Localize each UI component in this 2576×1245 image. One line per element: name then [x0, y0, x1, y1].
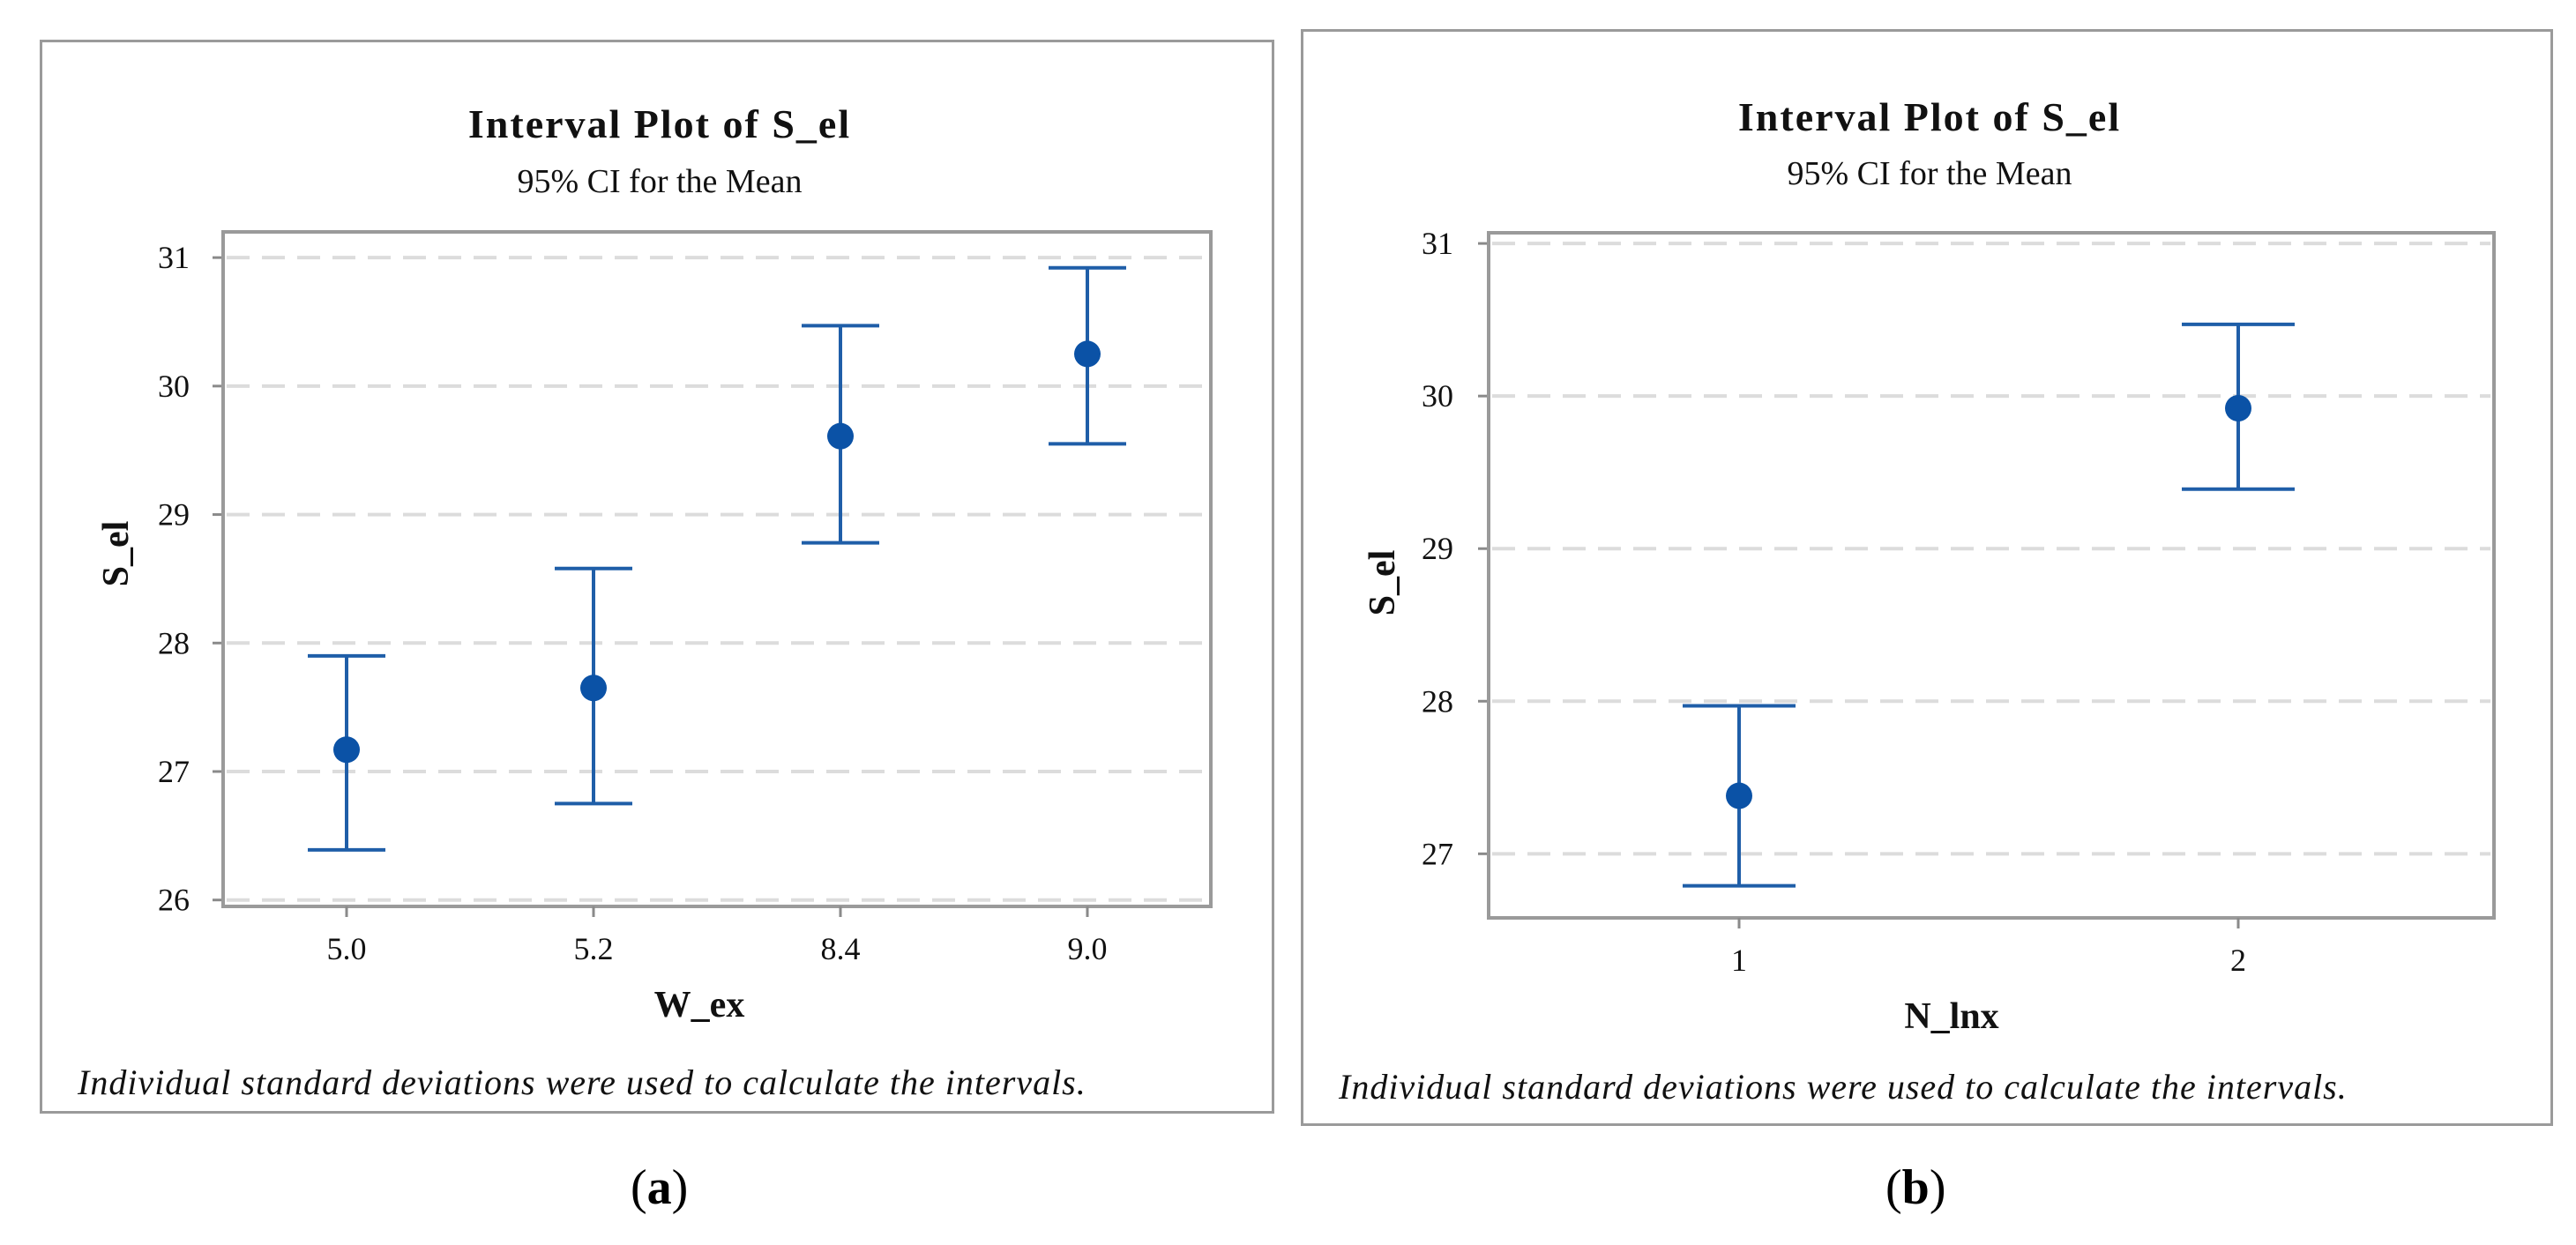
x-tick-label: 5.0: [327, 931, 367, 966]
chart-b-svg: Interval Plot of S_el 95% CI for the Mea…: [1338, 94, 2496, 1107]
interval-plot-a: Interval Plot of S_el 95% CI for the Mea…: [40, 40, 1274, 1114]
y-tick-label: 26: [158, 883, 190, 918]
chart-subtitle: 95% CI for the Mean: [1788, 155, 2072, 192]
plot-frame: [1487, 231, 2496, 920]
panel-label-b: (b): [1885, 1160, 1946, 1215]
x-tick-label: 8.4: [821, 931, 861, 966]
chart-subtitle: 95% CI for the Mean: [518, 163, 803, 200]
x-tick-label: 1: [1731, 943, 1747, 978]
chart-a-svg: Interval Plot of S_el 95% CI for the Mea…: [77, 101, 1213, 1102]
y-tick-label: 27: [1422, 836, 1453, 871]
mean-point: [1726, 782, 1752, 809]
y-axis-label: S_el: [96, 521, 137, 587]
footnote: Individual standard deviations were used…: [1338, 1067, 2348, 1107]
y-tick-label: 31: [1422, 226, 1453, 261]
y-tick-label: 29: [1422, 531, 1453, 566]
footnote: Individual standard deviations were used…: [77, 1062, 1086, 1102]
x-tick-label: 2: [2230, 943, 2246, 978]
y-tick-label: 30: [158, 369, 190, 404]
mean-point: [2225, 395, 2251, 422]
x-axis-label: W_ex: [654, 985, 745, 1025]
y-tick-label: 30: [1422, 378, 1453, 414]
mean-point: [333, 736, 360, 764]
x-axis-label: N_lnx: [1904, 996, 1998, 1037]
y-tick-label: 31: [158, 240, 190, 275]
chart-title: Interval Plot of S_el: [1738, 94, 2121, 139]
y-tick-label: 28: [158, 625, 190, 660]
y-tick-label: 28: [1422, 683, 1453, 719]
chart-title: Interval Plot of S_el: [468, 101, 851, 146]
plot-frame: [221, 230, 1213, 908]
y-axis-label: S_el: [1363, 550, 1403, 616]
y-tick-label: 27: [158, 754, 190, 789]
x-tick-label: 9.0: [1068, 931, 1108, 966]
panel-label-a: (a): [631, 1160, 689, 1215]
mean-point: [1074, 340, 1101, 368]
mean-point: [580, 675, 607, 702]
x-tick-label: 5.2: [574, 931, 614, 966]
y-tick-label: 29: [158, 497, 190, 533]
mean-point: [827, 422, 854, 450]
interval-plot-b: Interval Plot of S_el 95% CI for the Mea…: [1301, 29, 2553, 1126]
